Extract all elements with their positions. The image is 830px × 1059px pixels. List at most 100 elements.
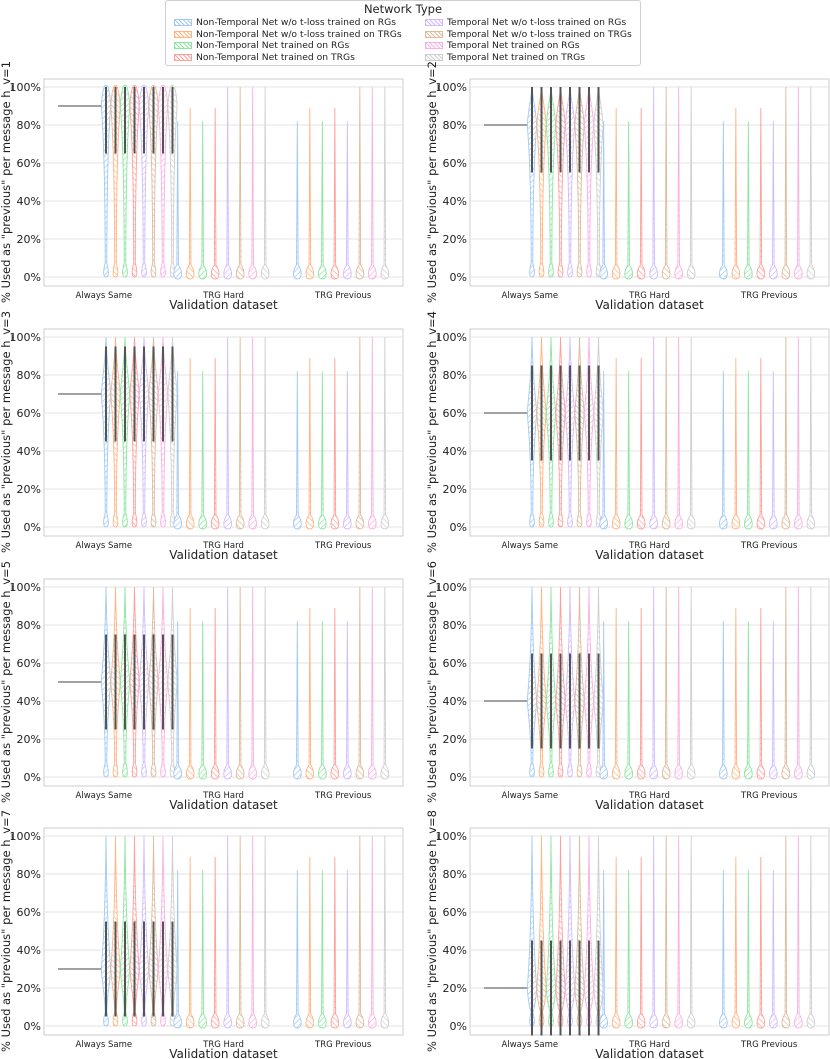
violin-body: [198, 621, 207, 780]
x-tick-label: TRG Previous: [314, 541, 372, 551]
violin: [624, 371, 633, 530]
violin-body: [129, 85, 140, 278]
violin-body: [636, 107, 646, 280]
violin-body: [110, 85, 121, 278]
violin: [101, 336, 111, 528]
y-tick-label: 40%: [443, 445, 467, 458]
violin: [574, 336, 585, 528]
violin-body: [293, 870, 302, 1029]
x-axis-label: Validation dataset: [169, 798, 278, 812]
violin: [139, 835, 149, 1027]
violin: [719, 121, 728, 280]
violin-body: [781, 336, 791, 530]
legend-swatch: [425, 53, 443, 61]
violin: [744, 121, 753, 280]
y-tick-label: 80%: [443, 369, 467, 382]
violin-body: [305, 607, 315, 780]
violin: [565, 835, 575, 1036]
violin-body: [368, 336, 377, 530]
y-tick-label: 20%: [443, 982, 467, 995]
violin-body: [674, 835, 683, 1029]
violin-body: [769, 621, 778, 780]
violin: [769, 870, 778, 1029]
violin: [555, 835, 566, 1036]
violin: [343, 121, 352, 280]
y-tick-label: 0%: [24, 521, 41, 534]
violin: [546, 336, 556, 528]
violin: [806, 86, 816, 280]
violin-body: [330, 357, 340, 530]
violin-body: [794, 86, 803, 280]
violin-body: [574, 86, 585, 278]
violin-body: [330, 856, 340, 1029]
y-axis-label: % Used as "previous" per message h_v=6: [425, 561, 439, 803]
violin-body: [368, 586, 377, 780]
y-axis-label: % Used as "previous" per message h_v=2: [425, 61, 439, 303]
violin-body: [260, 336, 270, 530]
violin: [305, 856, 315, 1029]
violin-body: [769, 870, 778, 1029]
y-tick-label: 100%: [10, 331, 41, 344]
violin: [574, 586, 585, 778]
violin-body: [368, 86, 377, 280]
x-tick-label: TRG Previous: [740, 541, 798, 551]
violin-body: [293, 371, 302, 530]
violin-body: [235, 86, 245, 280]
violin: [769, 621, 778, 780]
violin: [527, 586, 537, 778]
y-tick-label: 100%: [436, 830, 467, 843]
violin: [148, 85, 159, 278]
violin: [781, 586, 791, 780]
y-tick-label: 80%: [17, 369, 41, 382]
x-axis-label: Validation dataset: [169, 548, 278, 562]
y-tick-label: 40%: [17, 445, 41, 458]
violin: [731, 107, 741, 280]
violin-body: [731, 856, 741, 1029]
violin: [624, 870, 633, 1029]
violin: [355, 336, 365, 530]
violin: [649, 336, 658, 530]
violin: [574, 86, 585, 278]
violin-body: [744, 121, 753, 280]
violin-body: [686, 86, 696, 280]
chart-panel: 0% 20% 40% 60% 80% 100%% Used as "previous" p…: [0, 561, 404, 812]
violin: [584, 586, 594, 778]
violin-body: [584, 86, 594, 278]
plot-area: [43, 827, 404, 1036]
violin-body: [223, 835, 232, 1029]
violin: [235, 586, 245, 780]
x-axis-label: Validation dataset: [169, 1047, 278, 1059]
violin-body: [223, 86, 232, 280]
y-axis-label: % Used as "previous" per message h_v=7: [0, 810, 13, 1052]
violin-body: [248, 586, 257, 780]
x-axis-label: Validation dataset: [169, 298, 278, 312]
violin-body: [599, 121, 608, 280]
violin-body: [636, 607, 646, 780]
y-tick-label: 20%: [443, 483, 467, 496]
violin: [584, 336, 594, 528]
violin: [624, 621, 633, 780]
violin-body: [185, 856, 195, 1029]
violin-body: [624, 870, 633, 1029]
y-tick-label: 80%: [443, 619, 467, 632]
x-tick-label: Always Same: [76, 1040, 133, 1050]
violin: [318, 371, 327, 530]
legend-swatch: [174, 19, 192, 26]
violin-body: [210, 107, 220, 280]
x-axis-label: Validation dataset: [595, 1047, 704, 1059]
violin-body: [223, 336, 232, 530]
violin-body: [599, 870, 608, 1029]
violin-body: [649, 336, 658, 530]
violin: [744, 371, 753, 530]
violin-body: [756, 107, 766, 280]
violin: [223, 586, 232, 780]
violin: [674, 835, 683, 1029]
violin: [223, 835, 232, 1029]
violin: [318, 870, 327, 1029]
violin-body: [555, 86, 566, 278]
violin: [305, 607, 315, 780]
y-tick-label: 60%: [17, 157, 41, 170]
legend-item: Non-Temporal Net w/o t-loss trained on R…: [174, 17, 396, 28]
legend-swatch: [174, 53, 192, 61]
